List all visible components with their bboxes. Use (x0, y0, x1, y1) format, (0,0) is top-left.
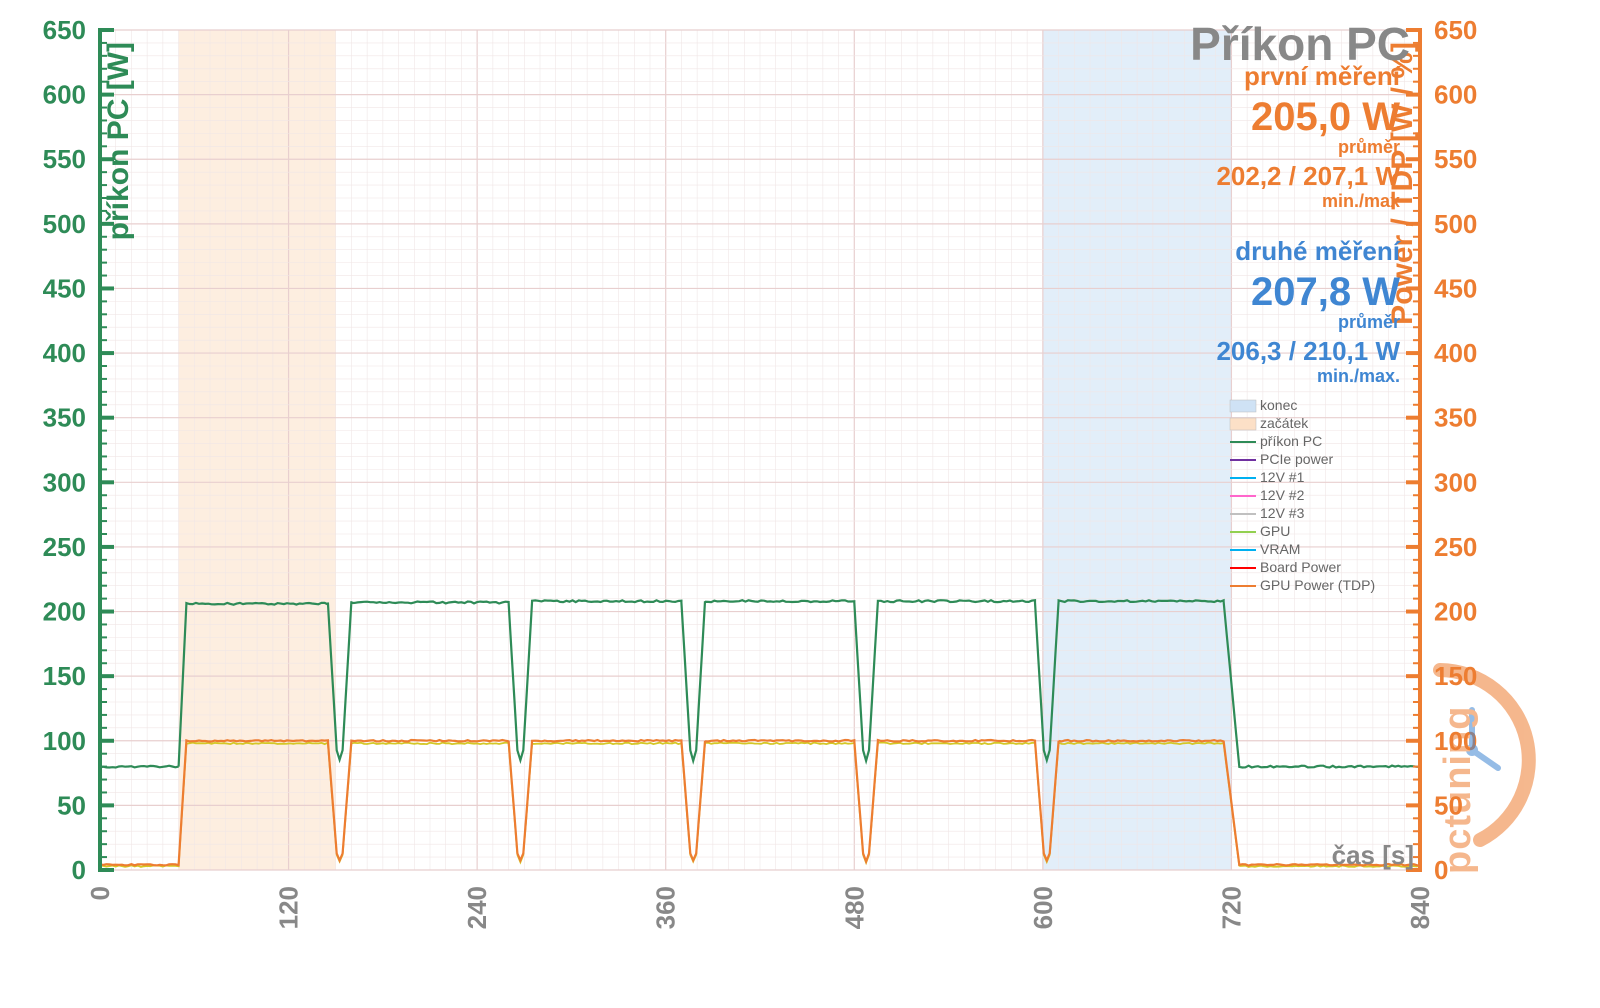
svg-text:205,0 W: 205,0 W (1251, 95, 1400, 139)
svg-text:druhé měření: druhé měření (1235, 236, 1400, 266)
svg-text:150: 150 (43, 661, 86, 691)
svg-text:350: 350 (43, 403, 86, 433)
svg-text:12V #2: 12V #2 (1260, 487, 1305, 503)
svg-text:Board Power: Board Power (1260, 559, 1341, 575)
svg-text:450: 450 (1434, 273, 1477, 303)
svg-text:PCIe power: PCIe power (1260, 451, 1333, 467)
svg-text:720: 720 (1216, 886, 1246, 929)
svg-text:200: 200 (43, 597, 86, 627)
svg-text:240: 240 (462, 886, 492, 929)
svg-text:12V #3: 12V #3 (1260, 505, 1305, 521)
svg-text:400: 400 (43, 338, 86, 368)
svg-text:600: 600 (1028, 886, 1058, 929)
svg-text:202,2 / 207,1 W: 202,2 / 207,1 W (1216, 161, 1400, 191)
svg-text:0: 0 (85, 886, 115, 900)
svg-text:600: 600 (1434, 80, 1477, 110)
svg-text:250: 250 (43, 532, 86, 562)
svg-text:300: 300 (1434, 467, 1477, 497)
svg-text:500: 500 (43, 209, 86, 239)
watermark: pctuning (1437, 670, 1529, 874)
svg-text:0: 0 (72, 855, 86, 885)
svg-text:206,3 / 210,1 W: 206,3 / 210,1 W (1216, 336, 1400, 366)
svg-text:VRAM: VRAM (1260, 541, 1300, 557)
svg-text:450: 450 (43, 273, 86, 303)
x-axis-label: čas [s] (1332, 840, 1414, 870)
svg-text:300: 300 (43, 467, 86, 497)
svg-text:příkon PC: příkon PC (1260, 433, 1322, 449)
svg-text:120: 120 (274, 886, 304, 929)
svg-text:průměr: průměr (1338, 137, 1400, 157)
svg-text:480: 480 (839, 886, 869, 929)
svg-text:pctuning: pctuning (1437, 706, 1479, 874)
svg-text:50: 50 (57, 790, 86, 820)
svg-text:min./max: min./max (1322, 191, 1400, 211)
svg-text:250: 250 (1434, 532, 1477, 562)
svg-text:650: 650 (43, 15, 86, 45)
svg-text:360: 360 (651, 886, 681, 929)
svg-text:600: 600 (43, 80, 86, 110)
svg-text:první měření: první měření (1244, 61, 1401, 91)
svg-text:GPU Power (TDP): GPU Power (TDP) (1260, 577, 1375, 593)
svg-text:840: 840 (1405, 886, 1435, 929)
chart-svg: 0 50 100 150 200 250 300 350 400 450 500 550 600 650 0… (0, 0, 1600, 1008)
svg-text:GPU: GPU (1260, 523, 1290, 539)
svg-text:650: 650 (1434, 15, 1477, 45)
svg-text:550: 550 (1434, 144, 1477, 174)
svg-text:550: 550 (43, 144, 86, 174)
svg-text:350: 350 (1434, 403, 1477, 433)
svg-text:min./max.: min./max. (1317, 366, 1400, 386)
chart-container: 0 50 100 150 200 250 300 350 400 450 500 550 600 650 0… (0, 0, 1600, 1008)
left-axis-label: příkon PC [W] (102, 42, 135, 240)
svg-text:400: 400 (1434, 338, 1477, 368)
svg-text:100: 100 (43, 726, 86, 756)
svg-text:konec: konec (1260, 397, 1297, 413)
svg-text:500: 500 (1434, 209, 1477, 239)
svg-text:207,8 W: 207,8 W (1251, 270, 1400, 314)
svg-text:průměr: průměr (1338, 312, 1400, 332)
svg-text:200: 200 (1434, 597, 1477, 627)
svg-text:začátek: začátek (1260, 415, 1309, 431)
svg-text:12V #1: 12V #1 (1260, 469, 1305, 485)
